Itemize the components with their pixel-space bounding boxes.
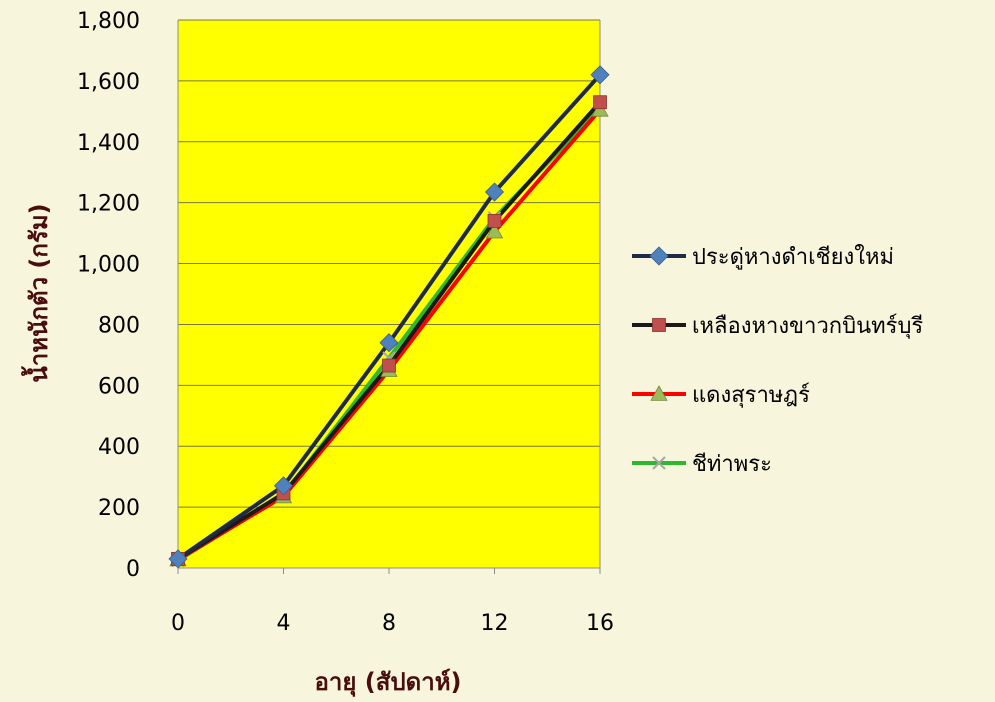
square-marker (652, 318, 666, 332)
legend-label: ชีท่าพระ (692, 452, 772, 477)
y-tick-labels: 0 200 400 600 800 1,000 1,200 1,400 1,600 1,800 (77, 9, 140, 582)
y-axis-title: น้ำหนักตัว (กรัม) (20, 203, 53, 382)
square-marker (382, 358, 396, 373)
y-tick-label: 400 (98, 435, 140, 460)
diamond-marker (379, 333, 399, 353)
y-tick-label: 1,800 (77, 9, 140, 34)
legend-label: แดงสุราษฎร์ (692, 383, 810, 408)
square-marker (593, 95, 607, 110)
y-tick-label: 1,000 (77, 253, 140, 278)
legend: ประดู่หางดำเชียงใหม่เหลืองหางขาวกบินทร์บ… (632, 244, 923, 477)
legend-entry: แดงสุราษฎร์ (632, 383, 810, 408)
x-tick-label: 4 (277, 611, 291, 636)
x-axis-title: อายุ (สัปดาห์) (314, 668, 461, 698)
x-tick-label: 16 (586, 611, 614, 636)
diamond-marker (168, 549, 188, 569)
y-tick-label: 200 (98, 496, 140, 521)
diamond-marker (649, 246, 669, 266)
diamond-marker (484, 182, 505, 202)
triangle-marker (485, 222, 504, 239)
legend-label: เหลืองหางขาวกบินทร์บุรี (692, 314, 923, 339)
x-tick-labels: 0 4 8 12 16 (171, 611, 614, 636)
legend-label: ประดู่หางดำเชียงใหม่ (692, 244, 894, 270)
y-tick-label: 1,400 (77, 131, 140, 156)
x-tick-label: 12 (481, 611, 509, 636)
x-marker-stroke (652, 456, 666, 470)
y-tick-label: 800 (98, 313, 140, 338)
diamond-marker (590, 65, 610, 85)
series-layer (168, 65, 610, 569)
x-tick-label: 8 (382, 611, 396, 636)
triangle-marker (650, 385, 668, 401)
y-tick-label: 1,600 (77, 70, 140, 95)
diamond-marker (273, 476, 294, 496)
legend-entry: ชีท่าพระ (632, 452, 772, 477)
legend-entry: เหลืองหางขาวกบินทร์บุรี (632, 314, 923, 339)
plot-area (178, 20, 600, 568)
series-points (168, 65, 610, 569)
x-tick-label: 0 (171, 611, 185, 636)
legend-entry: ประดู่หางดำเชียงใหม่ (632, 244, 894, 270)
gridlines (178, 19, 600, 508)
y-tick-label: 600 (98, 374, 140, 399)
y-tick-label: 1,200 (77, 192, 140, 217)
square-marker (487, 214, 502, 228)
y-tick-label: 0 (126, 557, 140, 582)
x-marker (652, 456, 666, 470)
